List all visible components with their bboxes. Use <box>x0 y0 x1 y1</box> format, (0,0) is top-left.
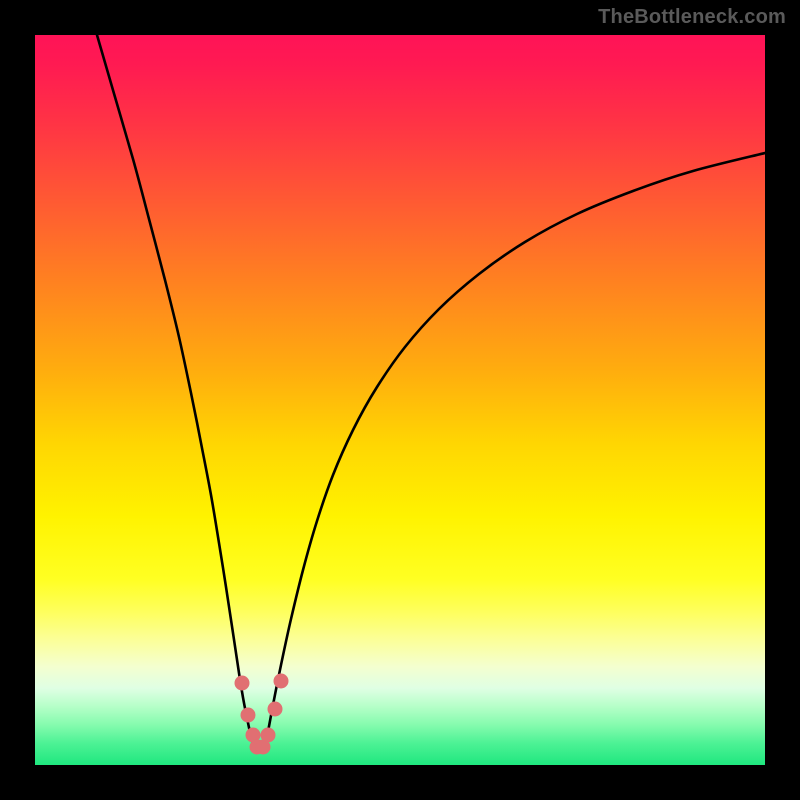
data-marker <box>274 674 289 689</box>
data-marker <box>261 728 276 743</box>
watermark-text: TheBottleneck.com <box>598 6 786 29</box>
data-marker <box>241 708 256 723</box>
data-marker <box>268 702 283 717</box>
data-marker <box>235 676 250 691</box>
plot-area <box>35 35 765 765</box>
marker-layer <box>35 35 765 765</box>
